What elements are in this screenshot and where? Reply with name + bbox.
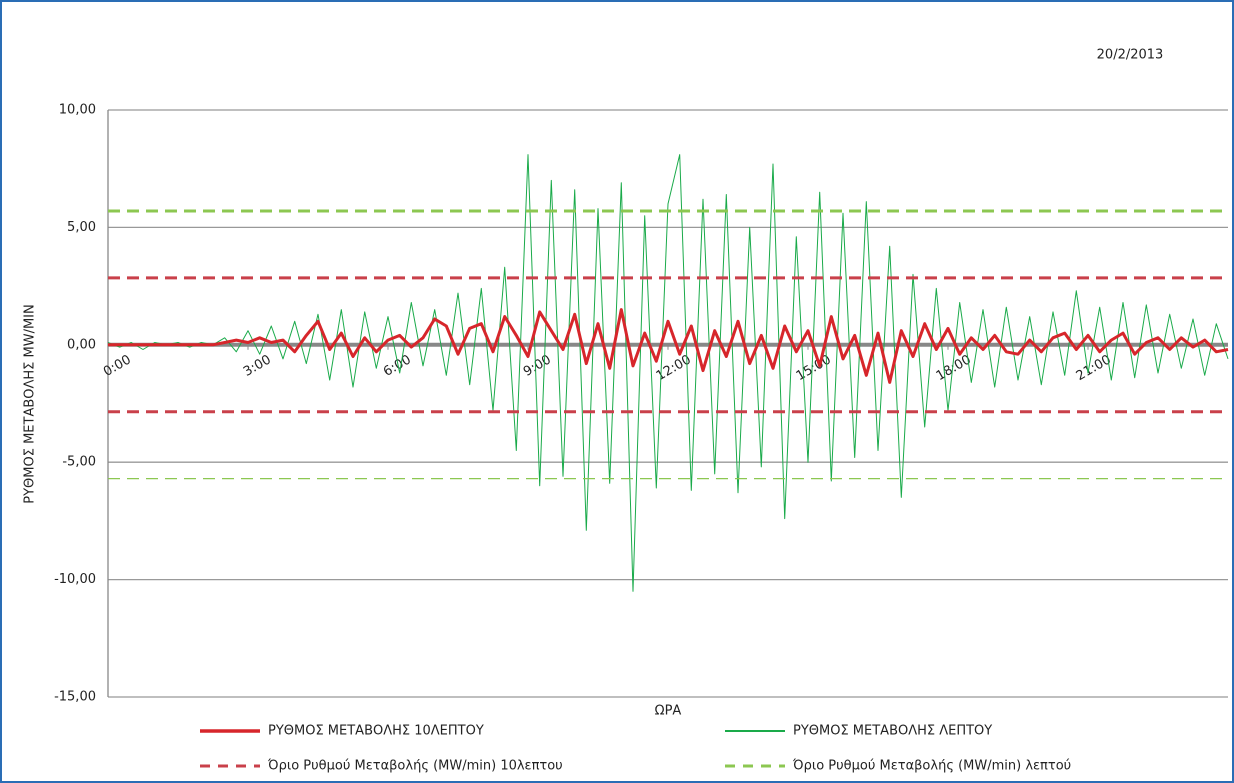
x-axis-label: ΩΡΑ [655, 704, 682, 719]
legend-label: Όριο Ρυθμού Μεταβολής (MW/min) 10λεπτου [267, 759, 563, 774]
y-tick-label: -15,00 [54, 690, 96, 705]
chart-date: 20/2/2013 [1097, 48, 1164, 63]
y-axis-label: ΡΥΘΜΟΣ ΜΕΤΑΒΟΛΗΣ MW/MIN [23, 304, 38, 503]
legend-label: Όριο Ρυθμού Μεταβολής (MW/min) λεπτού [792, 759, 1071, 774]
series-line [107, 154, 1229, 592]
legend-label: ΡΥΘΜΟΣ ΜΕΤΑΒΟΛΗΣ ΛΕΠΤΟΥ [793, 724, 992, 739]
y-tick-label: 10,00 [59, 103, 96, 118]
y-tick-label: -10,00 [54, 572, 96, 587]
y-tick-label: 0,00 [67, 337, 96, 352]
y-tick-label: 5,00 [67, 220, 96, 235]
legend-label: ΡΥΘΜΟΣ ΜΕΤΑΒΟΛΗΣ 10ΛΕΠΤΟΥ [268, 724, 484, 739]
series-line [108, 308, 1229, 384]
y-tick-label: -5,00 [62, 455, 96, 470]
